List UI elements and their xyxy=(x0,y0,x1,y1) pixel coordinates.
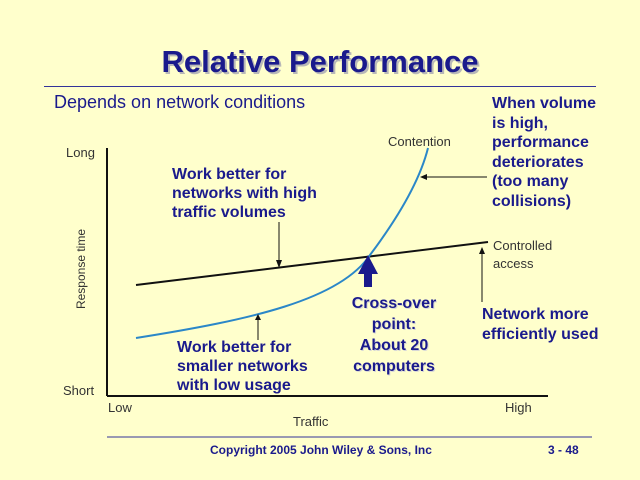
y-axis-bottom-label: Short xyxy=(63,383,95,398)
annotation-high-traffic-line: traffic volumes xyxy=(172,204,286,221)
crossover-marker xyxy=(358,255,378,274)
pointer-high-traffic-arrow xyxy=(276,260,282,268)
annotation-low-usage-line: smaller networks xyxy=(177,358,308,375)
title-rule xyxy=(44,86,596,87)
x-axis-title: Traffic xyxy=(293,414,329,429)
annotation-efficient: Network more efficiently used xyxy=(482,305,598,345)
annotation-volume-high-line: is high, xyxy=(492,114,548,132)
annotation-crossover-line: point: xyxy=(371,316,417,333)
annotation-crossover: Cross-over point: About 20 computers xyxy=(334,293,454,377)
y-axis-title: Response time xyxy=(74,228,88,310)
annotation-high-traffic-line: Work better for xyxy=(172,166,287,183)
annotation-volume-high-line: (too many xyxy=(492,173,569,190)
annotation-volume-high-line: collisions) xyxy=(492,192,572,210)
controlled-label-line2: access xyxy=(493,256,534,271)
slide-title: Relative Performance xyxy=(161,44,479,79)
controlled-access-line xyxy=(135,241,489,286)
annotation-high-traffic: Work better for networks with high traff… xyxy=(172,165,317,222)
annotation-crossover-line: About 20 xyxy=(359,337,429,354)
annotation-volume-high-line: When volume xyxy=(492,95,597,112)
pointer-low-usage-arrow xyxy=(255,314,261,320)
contention-curve xyxy=(135,147,429,339)
controlled-label-line1: Controlled xyxy=(493,238,553,253)
x-axis-right-label: High xyxy=(505,400,532,415)
annotation-high-traffic-line: networks with high xyxy=(172,185,317,202)
pointer-efficient-arrow xyxy=(479,247,485,254)
annotation-low-usage-line: with low usage xyxy=(177,377,291,394)
annotation-low-usage: Work better for smaller networks with lo… xyxy=(177,338,308,395)
footer-copyright: Copyright 2005 John Wiley & Sons, Inc xyxy=(210,443,432,457)
contention-label: Contention xyxy=(388,134,451,149)
annotation-crossover-line: Cross-over xyxy=(351,295,437,312)
crossover-marker-stem xyxy=(364,273,372,287)
x-axis-left-label: Low xyxy=(108,400,132,415)
pointer-volume-high-arrow xyxy=(420,174,427,180)
annotation-low-usage-line: Work better for xyxy=(177,339,292,356)
annotation-crossover-line: computers xyxy=(353,358,435,375)
annotation-volume-high-line: performance xyxy=(492,134,589,151)
slide-subtitle: Depends on network conditions xyxy=(54,92,306,112)
annotation-efficient-line: Network more xyxy=(482,306,589,323)
annotation-volume-high: When volume is high, performance deterio… xyxy=(492,94,596,211)
annotation-efficient-line: efficiently used xyxy=(482,326,599,343)
footer-page-number: 3 - 48 xyxy=(548,443,579,457)
y-axis-top-label: Long xyxy=(66,145,95,160)
annotation-volume-high-line: deteriorates xyxy=(492,153,584,171)
